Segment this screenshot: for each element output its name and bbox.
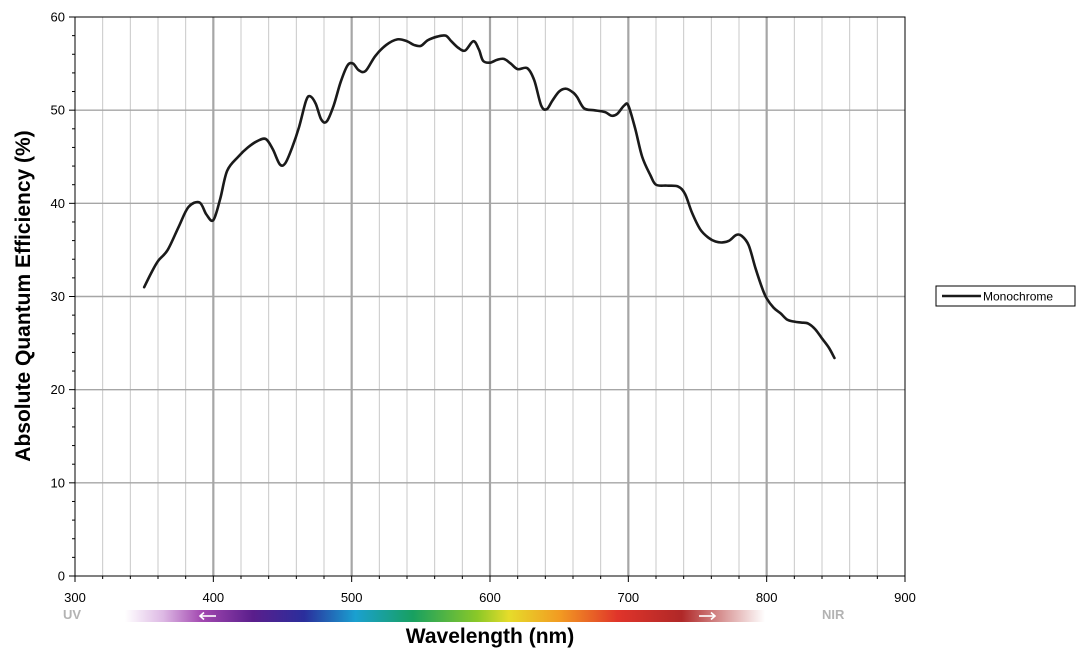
x-tick-label: 400 xyxy=(202,590,224,605)
y-tick-label: 0 xyxy=(58,569,65,584)
y-axis-title: Absolute Quantum Efficiency (%) xyxy=(12,130,35,461)
x-tick-label: 800 xyxy=(756,590,778,605)
grid xyxy=(75,17,905,576)
spectrum-gradient-bar xyxy=(125,610,765,622)
y-tick-label: 10 xyxy=(51,475,65,490)
x-tick-label: 500 xyxy=(341,590,363,605)
x-tick-label: 300 xyxy=(64,590,86,605)
x-tick-label: 600 xyxy=(479,590,501,605)
uv-label: UV xyxy=(63,607,81,622)
axis-tick-labels: 300 400 500 600 700 800 900 0 10 20 30 40 50 60 xyxy=(51,10,916,606)
nir-label: NIR xyxy=(822,607,845,622)
axis-ticks xyxy=(69,16,906,582)
y-tick-label: 30 xyxy=(51,289,65,304)
series-line-monochrome xyxy=(142,34,836,360)
legend-label-monochrome: Monochrome xyxy=(983,290,1053,304)
uv-arrow-icon xyxy=(198,611,216,621)
x-tick-label: 700 xyxy=(617,590,639,605)
x-tick-label: 900 xyxy=(894,590,916,605)
x-axis-title: Wavelength (nm) xyxy=(406,625,574,648)
legend-box xyxy=(935,285,1076,307)
nir-arrow-icon xyxy=(699,611,717,621)
y-tick-label: 60 xyxy=(51,10,65,25)
legend: Monochrome xyxy=(935,285,1076,307)
spectrum-band: UV NIR xyxy=(63,607,845,622)
y-tick-label: 50 xyxy=(51,103,65,118)
y-tick-label: 40 xyxy=(51,196,65,211)
y-tick-label: 20 xyxy=(51,382,65,397)
